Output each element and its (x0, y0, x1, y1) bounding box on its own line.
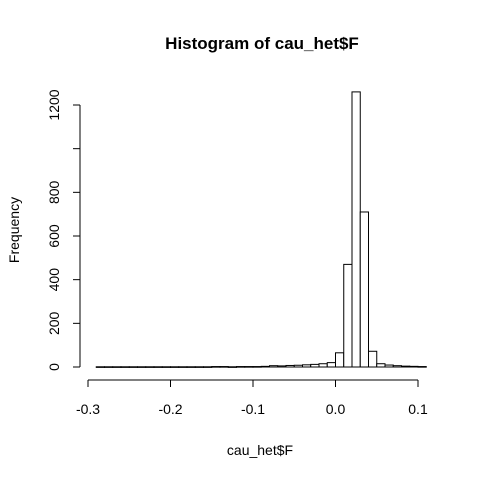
histogram-bar (326, 362, 336, 368)
histogram-bar (227, 366, 237, 368)
x-tick-label: -0.1 (241, 401, 265, 417)
y-tick-label: 1200 (46, 89, 62, 120)
histogram-bar (392, 365, 402, 368)
histogram-bar (351, 91, 361, 368)
histogram-bar (186, 366, 196, 368)
histogram-bar (112, 366, 122, 368)
histogram-bar (203, 366, 213, 368)
y-tick-label: 400 (46, 268, 62, 292)
y-tick-label: 0 (46, 363, 62, 371)
histogram-bar (211, 366, 221, 368)
histogram-bar (277, 365, 287, 368)
y-tick-label: 800 (46, 180, 62, 204)
x-tick-label: 0.0 (326, 401, 346, 417)
histogram-bar (318, 363, 328, 368)
histogram-bar (269, 365, 279, 368)
histogram-bar (376, 363, 386, 368)
histogram-bar (161, 366, 171, 368)
histogram-bar (285, 364, 295, 368)
histogram-bar (359, 211, 369, 368)
histogram-bar (95, 366, 105, 368)
histogram-bar (194, 366, 204, 368)
histogram-bar (302, 364, 312, 368)
y-tick-label: 600 (46, 224, 62, 248)
y-tick-label: 200 (46, 311, 62, 335)
histogram-bar (120, 366, 130, 368)
histogram-bar (236, 366, 246, 368)
y-axis: 0 200 400 600 800 1200 (46, 89, 81, 371)
histogram-bar (384, 364, 394, 368)
histogram-bar (170, 366, 180, 368)
histogram-bar (335, 352, 345, 368)
chart-title: Histogram of cau_het$F (165, 34, 359, 53)
histogram-bars (95, 91, 427, 368)
histogram-bar (252, 366, 262, 368)
x-tick-label: -0.2 (158, 401, 182, 417)
histogram-bar (260, 365, 270, 368)
histogram-bar (368, 350, 378, 368)
histogram-bar (401, 365, 411, 368)
histogram-bar (104, 366, 114, 368)
y-axis-label: Frequency (6, 197, 22, 263)
x-tick-label: 0.1 (408, 401, 428, 417)
histogram-bar (409, 365, 419, 368)
x-axis-label: cau_het$F (227, 442, 293, 458)
histogram-bar (310, 363, 320, 368)
x-axis: -0.3 -0.2 -0.1 0.0 0.1 (76, 379, 428, 417)
histogram-bar (343, 263, 353, 368)
histogram-bar (417, 366, 427, 368)
histogram-bar (178, 366, 188, 368)
histogram-bar (244, 366, 254, 368)
histogram-bar (219, 366, 229, 368)
histogram-bar (145, 366, 155, 368)
histogram-bar (293, 364, 303, 368)
x-tick-label: -0.3 (76, 401, 100, 417)
histogram-bar (137, 366, 147, 368)
histogram-bar (128, 366, 138, 368)
histogram-bar (153, 366, 163, 368)
